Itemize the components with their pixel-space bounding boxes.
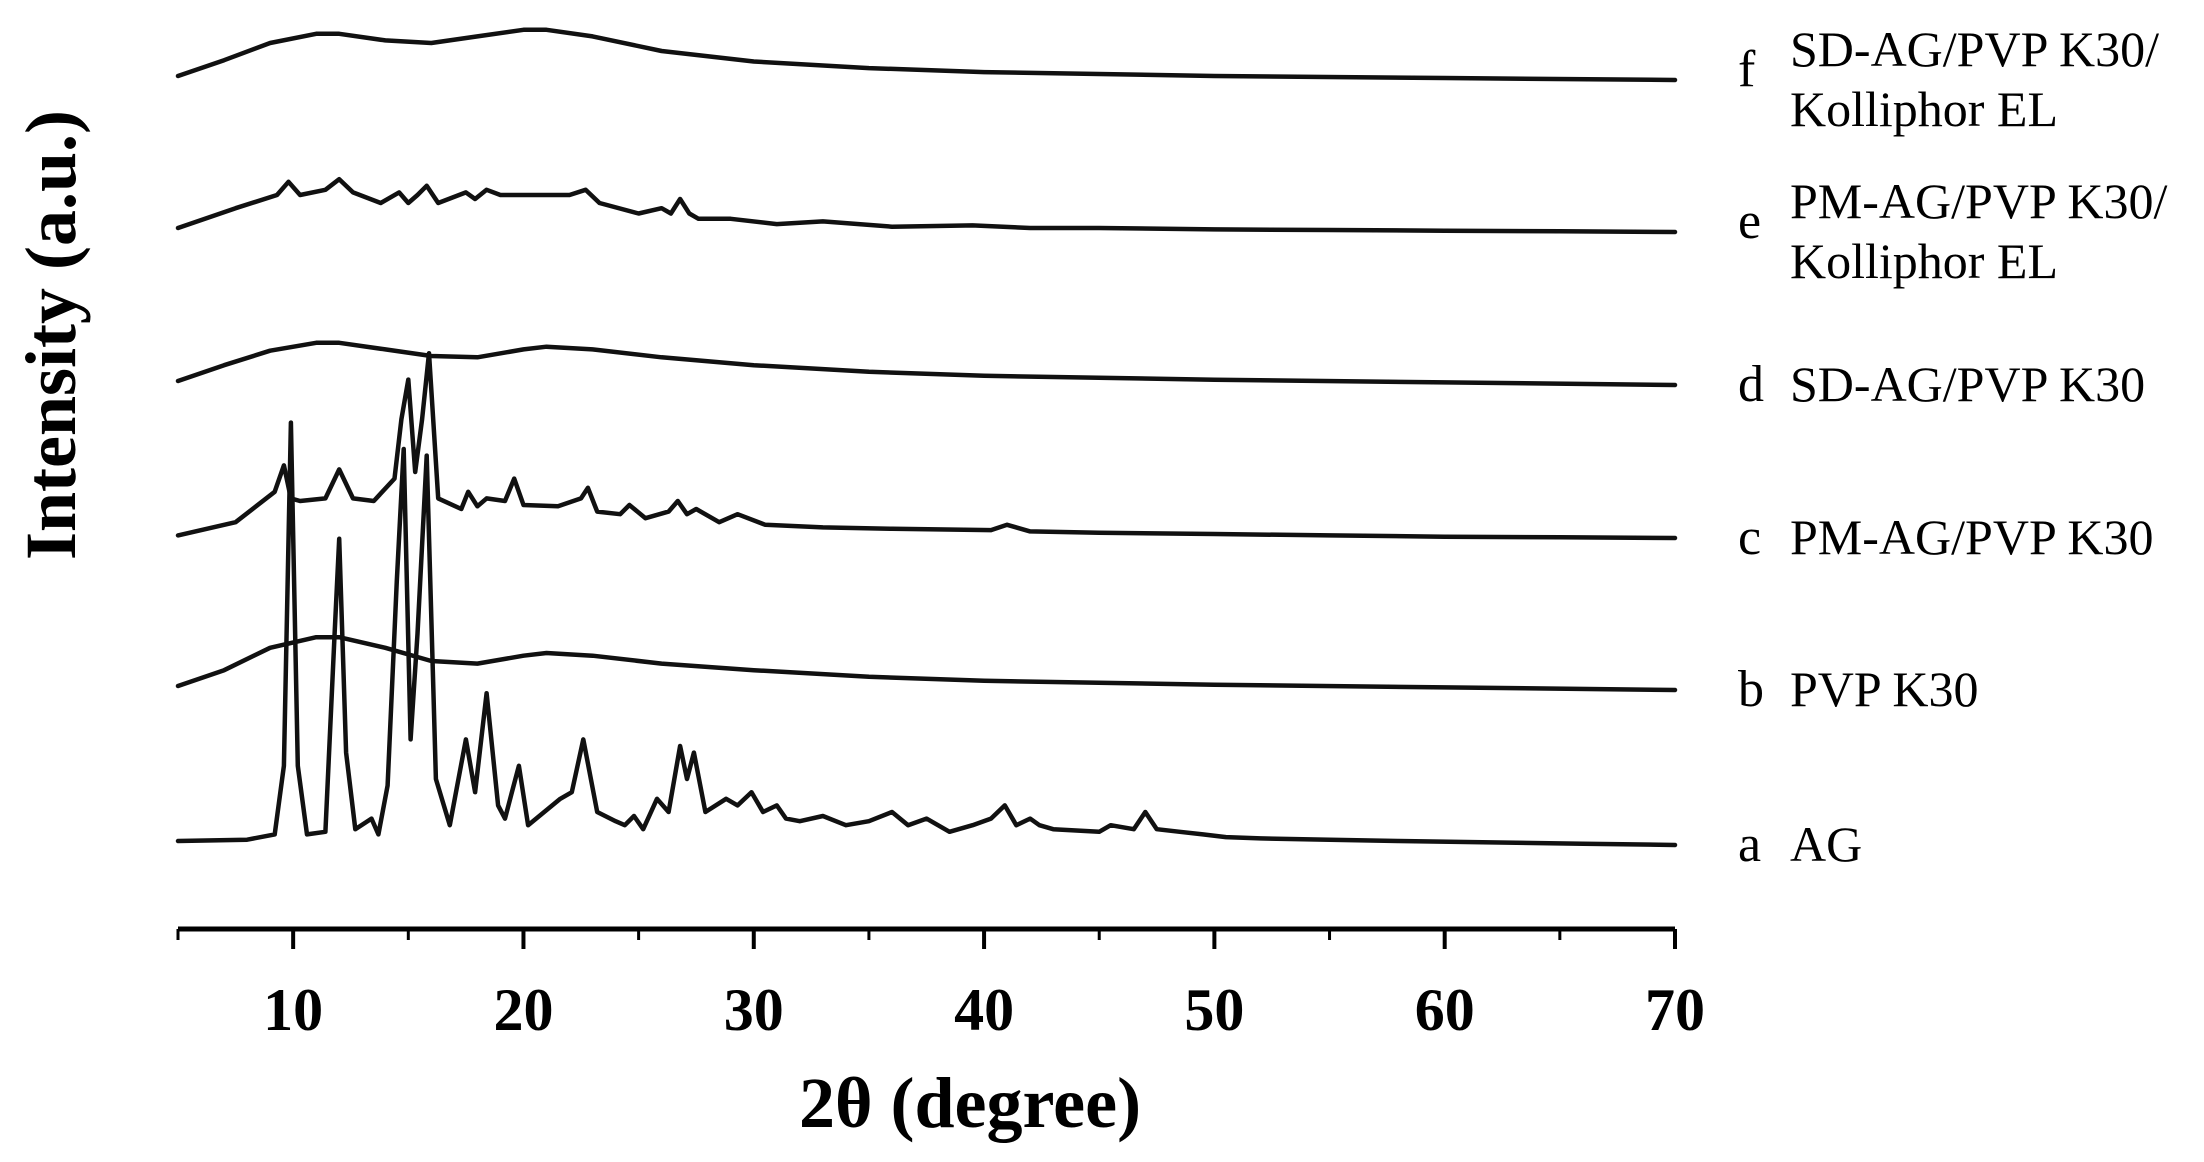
x-tick-label-40: 40	[954, 977, 1014, 1043]
diffraction-traces	[175, 27, 1678, 848]
series-name-d: SD-AG/PVP K30	[1790, 356, 2145, 412]
series-letter-e: e	[1738, 193, 1761, 250]
series-name-e-line2: Kolliphor EL	[1790, 233, 2058, 289]
x-tick-label-50: 50	[1184, 977, 1244, 1043]
series-letter-c: c	[1738, 509, 1761, 566]
series-name-f-line2: Kolliphor EL	[1790, 81, 2058, 137]
x-tick-label-30: 30	[724, 977, 784, 1043]
y-axis-title: Intensity (a.u.)	[11, 110, 91, 560]
trace-f	[175, 27, 1678, 83]
x-axis-title: 2θ (degree)	[799, 1063, 1141, 1143]
series-labels: a AG b PVP K30 c PM-AG/PVP K30 d SD-AG/PVP K30 e…	[1738, 21, 2168, 873]
series-letter-a: a	[1738, 816, 1761, 873]
trace-d	[175, 340, 1678, 388]
x-tick-label-10: 10	[263, 977, 323, 1043]
trace-c	[175, 350, 1678, 541]
trace-e	[175, 176, 1678, 235]
x-axis-ticks: 10 20 30 40 50 60 70	[176, 929, 1705, 1043]
trace-b	[175, 634, 1678, 693]
x-tick-label-60: 60	[1415, 977, 1475, 1043]
series-name-f-line1: SD-AG/PVP K30/	[1790, 21, 2159, 77]
series-name-b: PVP K30	[1790, 661, 1978, 717]
x-tick-label-20: 20	[493, 977, 553, 1043]
series-name-e-line1: PM-AG/PVP K30/	[1790, 173, 2168, 229]
series-name-c: PM-AG/PVP K30	[1790, 509, 2154, 565]
trace-a	[175, 420, 1678, 848]
series-letter-f: f	[1738, 41, 1756, 98]
series-name-a: AG	[1790, 816, 1862, 872]
series-letter-d: d	[1738, 356, 1764, 413]
x-axis: 10 20 30 40 50 60 70	[176, 926, 1705, 1043]
x-tick-label-70: 70	[1645, 977, 1705, 1043]
series-letter-b: b	[1738, 661, 1764, 718]
